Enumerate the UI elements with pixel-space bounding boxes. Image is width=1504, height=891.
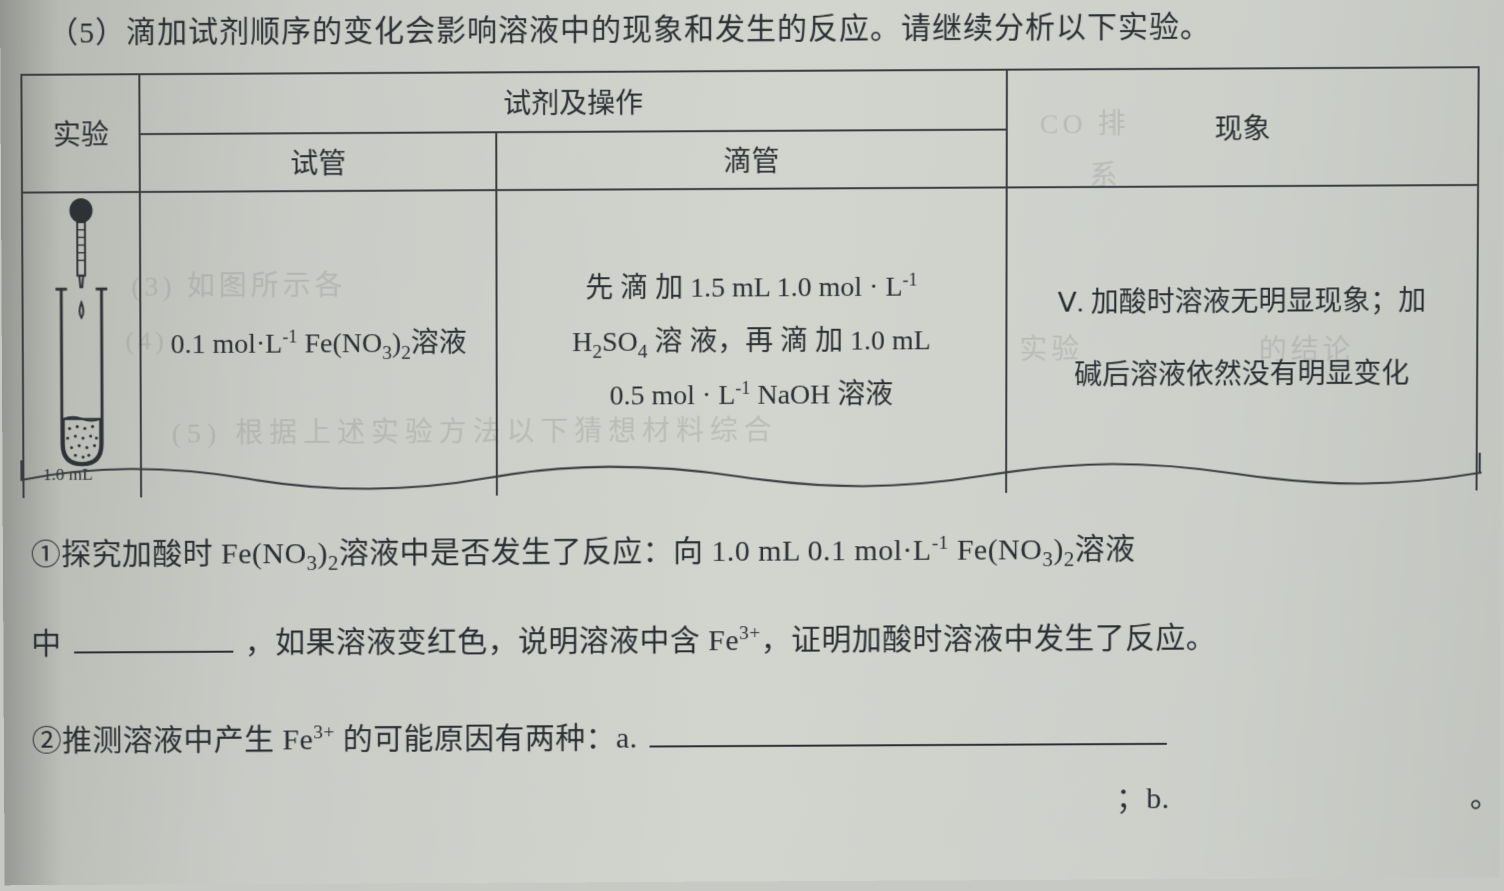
th-test-tube: 试管 [140,132,497,192]
th-dropper: 滴管 [496,130,1006,191]
page: CO 排 系 (3) 如图所示各 (4) 实验 的结论 (5) 根据上述实验方法… [0,0,1504,885]
cell-test-tube: 0.1 mol·L-1 Fe(NO3)2溶液 [140,190,497,497]
q2-text: ②推测溶液中产生 Fe3+ 的可能原因有两种：a. [32,722,638,758]
q1-line2-suffix: ，如果溶液变红色，说明溶液中含 Fe3+，证明加酸时溶液中发生了反应。 [245,622,1217,660]
blank-fill-1[interactable] [73,621,232,654]
question-2: ②推测溶液中产生 Fe3+ 的可能原因有两种：a. ；b. 。 [32,705,1485,772]
cell-phenomenon: Ⅴ. 加酸时溶液无明显现象；加碱后溶液依然没有明显变化 [1006,185,1478,493]
q1-line2-prefix: 中 [31,628,62,661]
apparatus-svg: 1.0 mL [36,197,127,484]
intro-text: （5）滴加试剂顺序的变化会影响溶液中的现象和发生的反应。请继续分析以下实验。 [48,2,1211,52]
th-reagents-ops: 试剂及操作 [140,70,1007,134]
question-1-line1: ①探究加酸时 Fe(NO3)2溶液中是否发生了反应：向 1.0 mL 0.1 m… [31,518,1486,585]
q2-end: 。 [1470,768,1501,827]
question-1-line2: 中 ，如果溶液变红色，说明溶液中含 Fe3+，证明加酸时溶液中发生了反应。 [31,607,1485,674]
cell-dropper: 先 滴 加 1.5 mL 1.0 mol · L-1H2SO4 溶 液，再 滴 … [496,187,1006,495]
cell-apparatus: 1.0 mL [22,192,141,498]
apparatus-drawing: 1.0 mL [36,197,127,496]
th-phenomenon: 现象 [1006,67,1478,187]
blank-fill-2a[interactable] [650,713,1167,747]
apparatus-volume-label: 1.0 mL [43,465,93,484]
experiment-table: 实验 试剂及操作 现象 试管 滴管 [20,66,1479,498]
q2-sep: ；b. [1116,770,1170,830]
th-experiment: 实验 [21,74,140,192]
